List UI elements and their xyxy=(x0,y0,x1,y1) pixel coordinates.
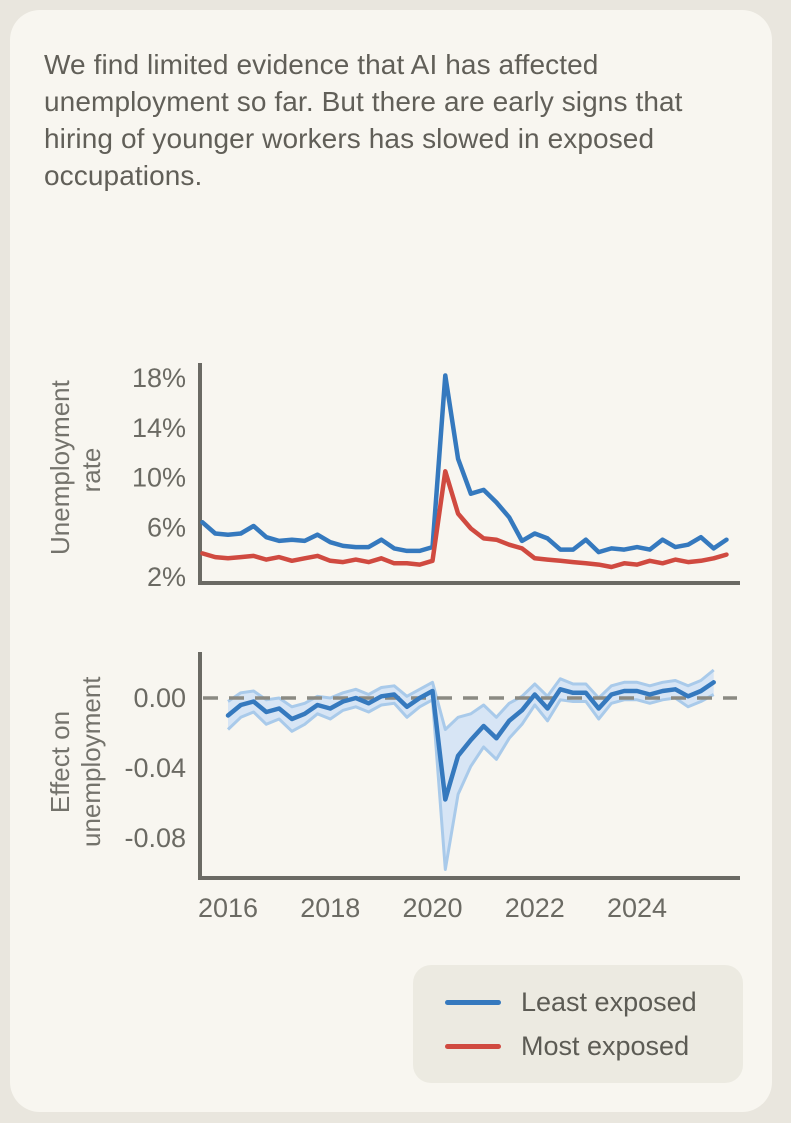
bottom-chart-y-tick: 0.00 xyxy=(133,683,186,713)
least-exposed-line xyxy=(202,376,726,553)
most-exposed-line xyxy=(202,471,726,567)
legend-label-most-exposed: Most exposed xyxy=(521,1031,689,1062)
x-tick-year: 2020 xyxy=(402,893,462,923)
top-chart-y-tick: 14% xyxy=(132,413,186,443)
figure-title: We find limited evidence that AI has aff… xyxy=(44,46,736,194)
bottom-chart-y-tick: -0.08 xyxy=(124,823,186,853)
top-chart-y-tick: 10% xyxy=(132,463,186,493)
x-tick-year: 2018 xyxy=(300,893,360,923)
top-chart-y-tick: 2% xyxy=(147,562,186,592)
most-exposed-line-swatch xyxy=(445,1044,501,1049)
legend-label-least-exposed: Least exposed xyxy=(521,987,697,1018)
figure-page: We find limited evidence that AI has aff… xyxy=(0,0,791,1123)
legend-item-least-exposed: Least exposed xyxy=(445,987,743,1018)
unemployment-charts: 18% 14% 10% 6% 2% 0.00 -0.04 -0.08 2016 2018 2020 2… xyxy=(0,330,791,950)
top-chart-y-tick: 6% xyxy=(147,512,186,542)
top-chart-y-tick: 18% xyxy=(132,363,186,393)
legend-item-most-exposed: Most exposed xyxy=(445,1031,743,1062)
bottom-chart-y-tick: -0.04 xyxy=(124,753,186,783)
x-tick-year: 2024 xyxy=(607,893,667,923)
x-tick-year: 2022 xyxy=(505,893,565,923)
least-exposed-line-swatch xyxy=(445,1000,501,1005)
chart-legend: Least exposed Most exposed xyxy=(413,965,743,1083)
x-tick-year: 2016 xyxy=(198,893,258,923)
